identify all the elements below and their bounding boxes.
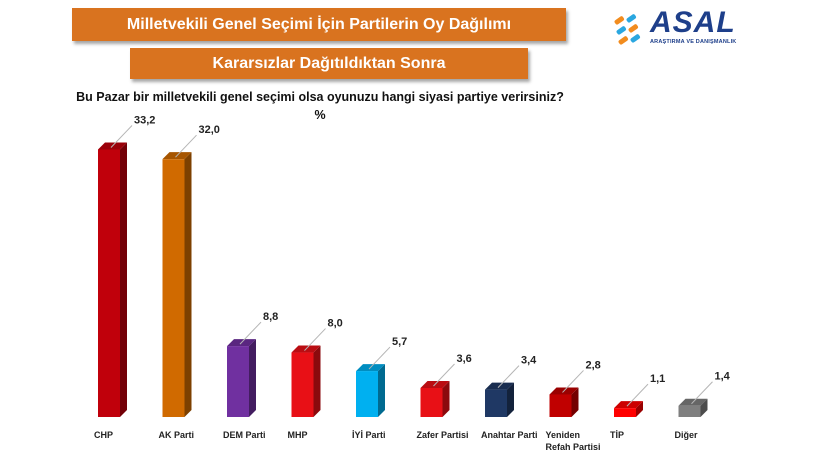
leader-line-5 xyxy=(433,363,455,387)
bar-0 xyxy=(98,142,127,417)
data-label-1: 32,0 xyxy=(199,124,220,136)
bar-5 xyxy=(420,380,450,417)
category-label-5: Zafer Partisi xyxy=(417,430,469,440)
leader-line-1 xyxy=(175,134,197,158)
leader-line-6 xyxy=(497,365,520,388)
chart-title: Milletvekili Genel Seçimi İçin Partileri… xyxy=(72,8,566,41)
leader-line-4 xyxy=(368,346,391,370)
unit-label: % xyxy=(314,108,326,122)
leader-line-2 xyxy=(239,321,262,345)
data-label-7: 2,8 xyxy=(586,359,601,371)
survey-question: Bu Pazar bir milletvekili genel seçimi o… xyxy=(76,90,564,104)
category-label-6: Anahtar Parti xyxy=(481,430,538,440)
asal-logo-icon xyxy=(614,14,641,45)
category-label-1: AK Parti xyxy=(159,430,195,440)
chart-subtitle: Kararsızlar Dağıtıldıktan Sonra xyxy=(130,48,528,79)
category-label-2: DEM Parti xyxy=(223,430,266,440)
leader-line-7 xyxy=(562,370,584,393)
logo-tagline: ARAŞTIRMA VE DANIŞMANLIK xyxy=(650,39,737,45)
data-label-2: 8,8 xyxy=(263,311,278,323)
data-label-6: 3,4 xyxy=(521,355,537,367)
leader-line-3 xyxy=(304,328,326,351)
category-label-9: Diğer xyxy=(675,430,699,440)
category-label-4: İYİ Parti xyxy=(352,430,386,440)
leader-line-0 xyxy=(110,125,133,148)
leader-line-9 xyxy=(691,381,713,405)
bar-8 xyxy=(614,401,643,417)
bar-4 xyxy=(356,364,385,417)
data-label-8: 1,1 xyxy=(650,373,665,385)
category-label-8: TİP xyxy=(610,430,624,440)
bar-7 xyxy=(549,387,579,417)
bar-2 xyxy=(227,339,256,417)
data-label-9: 1,4 xyxy=(715,371,731,383)
bar-3 xyxy=(291,345,321,417)
bar-6 xyxy=(485,382,514,417)
data-label-0: 33,2 xyxy=(134,115,155,127)
leader-line-8 xyxy=(626,383,649,407)
category-label-7: Yeniden Refah Partisi xyxy=(546,430,601,452)
category-label-0: CHP xyxy=(94,430,113,440)
data-label-4: 5,7 xyxy=(392,336,407,348)
data-label-5: 3,6 xyxy=(457,353,472,365)
logo-name: ASAL xyxy=(650,6,736,39)
data-label-3: 8,0 xyxy=(328,318,343,330)
bar-1 xyxy=(162,152,192,417)
category-label-3: MHP xyxy=(288,430,308,440)
